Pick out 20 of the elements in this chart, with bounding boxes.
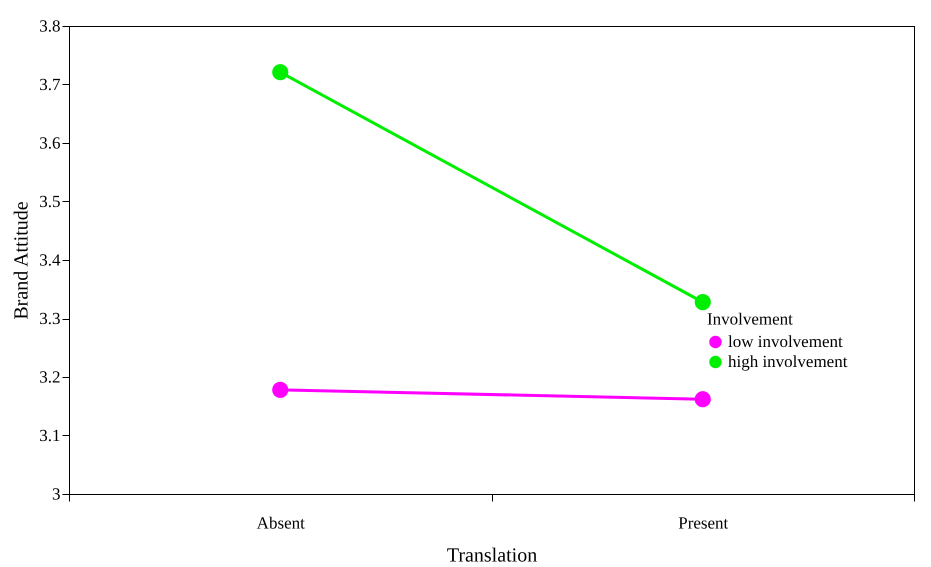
x-axis-title: Translation xyxy=(446,544,538,566)
y-tick-label: 3.5 xyxy=(39,192,60,211)
y-tick-label: 3 xyxy=(52,484,60,504)
x-tick-label: Absent xyxy=(256,514,306,532)
legend-label: low involvement xyxy=(728,332,843,351)
point xyxy=(272,382,288,398)
y-tick-label: 3.7 xyxy=(39,75,61,94)
y-tick-label: 3.3 xyxy=(39,309,60,328)
legend-label: high involvement xyxy=(728,352,848,371)
y-tick-label: 3.4 xyxy=(39,250,61,270)
point xyxy=(694,391,711,408)
point xyxy=(694,294,711,310)
y-tick-label: 3.6 xyxy=(39,134,60,152)
point xyxy=(272,64,288,80)
x-tick-label: Present xyxy=(678,514,729,532)
legend-title: Involvement xyxy=(706,309,794,328)
y-tick-label: 3.1 xyxy=(39,426,60,445)
y-axis-title: Brand Attitude xyxy=(10,201,32,320)
y-tick-label: 3.2 xyxy=(39,368,60,386)
y-tick-label: 3.8 xyxy=(39,16,60,36)
